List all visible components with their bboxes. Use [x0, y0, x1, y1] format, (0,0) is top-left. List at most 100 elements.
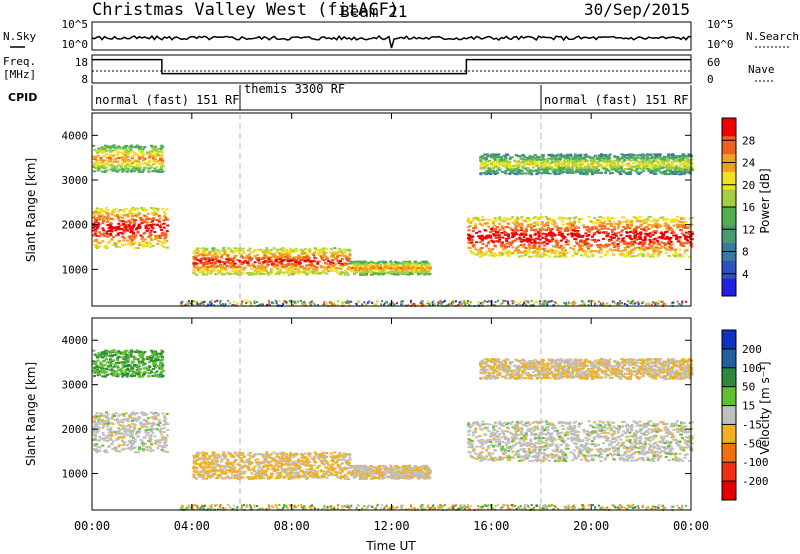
power-cell	[133, 208, 137, 211]
power-cell	[120, 227, 124, 230]
power-cell	[481, 157, 485, 160]
power-cell	[541, 232, 545, 235]
power-cell	[322, 259, 326, 262]
power-cell	[522, 236, 526, 239]
power-cell	[423, 268, 427, 271]
power-cell	[350, 268, 354, 271]
power-cell	[257, 257, 261, 260]
power-cell	[492, 222, 496, 225]
power-cell	[194, 272, 198, 275]
power-cell	[408, 260, 412, 263]
power-cell	[311, 270, 315, 273]
power-cell	[664, 156, 668, 159]
power-cell	[677, 220, 681, 223]
power-cell	[591, 221, 595, 224]
power-cell	[673, 254, 677, 257]
power-cell	[646, 168, 650, 171]
power-cell	[148, 235, 152, 238]
power-cell	[152, 208, 156, 211]
power-cell	[125, 239, 129, 242]
power-cell	[659, 162, 663, 165]
power-cell	[567, 301, 570, 304]
power-cell	[230, 249, 234, 252]
power-cell	[564, 243, 568, 246]
power-cell	[578, 153, 582, 156]
power-cell	[568, 227, 572, 230]
power-cell	[294, 263, 298, 266]
power-cell	[610, 223, 614, 226]
power-cell	[563, 252, 567, 255]
power-cell	[607, 240, 611, 243]
power-cell	[488, 168, 492, 171]
power-cell	[264, 260, 268, 263]
power-cell	[542, 169, 546, 172]
power-cell	[484, 237, 488, 240]
power-cell	[221, 273, 225, 276]
power-cell	[537, 217, 541, 220]
power-cell	[143, 146, 147, 149]
power-cell	[622, 216, 626, 219]
power-cell	[139, 151, 143, 154]
power-cell	[121, 161, 125, 164]
power-cell	[629, 159, 633, 162]
power-cell	[340, 258, 344, 261]
power-cell	[504, 232, 508, 235]
power-cell	[148, 161, 152, 164]
power-cell	[93, 148, 97, 151]
power-cell	[219, 269, 223, 272]
power-cell	[419, 271, 423, 274]
power-cell	[316, 251, 320, 254]
power-cell	[305, 256, 309, 259]
power-cell	[405, 264, 409, 267]
power-cell	[151, 170, 155, 173]
power-cell	[546, 221, 550, 224]
power-cell	[145, 221, 149, 224]
power-cell	[670, 232, 674, 235]
power-cell	[123, 153, 127, 156]
power-cell	[529, 235, 533, 238]
power-cell	[622, 255, 626, 258]
power-cell	[382, 304, 385, 307]
power-cell	[575, 226, 579, 229]
power-cell	[232, 256, 236, 259]
power-cell	[517, 164, 521, 167]
power-cell	[472, 244, 476, 247]
power-cell	[638, 153, 642, 156]
power-cell	[649, 157, 653, 160]
power-cell	[201, 273, 205, 276]
power-cell	[127, 150, 131, 153]
power-cell	[635, 232, 639, 235]
power-cell	[320, 257, 324, 260]
power-cell	[262, 256, 266, 259]
power-cell	[150, 239, 154, 242]
power-cell	[201, 254, 205, 257]
power-cell	[371, 265, 375, 268]
power-cell	[683, 252, 687, 255]
power-cell	[346, 301, 349, 304]
power-cell	[161, 170, 165, 173]
power-cell	[195, 247, 199, 250]
power-cell	[533, 154, 537, 157]
power-cell	[652, 166, 656, 169]
power-cell	[228, 258, 232, 261]
power-cell	[509, 156, 513, 159]
power-cell	[591, 162, 595, 165]
power-cell	[155, 165, 159, 168]
power-cell	[594, 161, 598, 164]
power-cell	[304, 270, 308, 273]
power-cell	[608, 159, 612, 162]
power-cell	[443, 299, 446, 302]
power-cell	[642, 218, 646, 221]
power-cell	[153, 154, 157, 157]
power-cell	[142, 207, 146, 210]
power-cell	[518, 161, 522, 164]
power-cell	[327, 266, 331, 269]
power-cell	[652, 167, 656, 170]
power-cell	[339, 264, 343, 267]
power-cell	[657, 224, 661, 227]
power-cell	[479, 158, 483, 161]
power-cell	[320, 255, 324, 258]
power-cell	[343, 252, 347, 255]
power-cell	[524, 167, 528, 170]
power-cell	[336, 255, 340, 258]
